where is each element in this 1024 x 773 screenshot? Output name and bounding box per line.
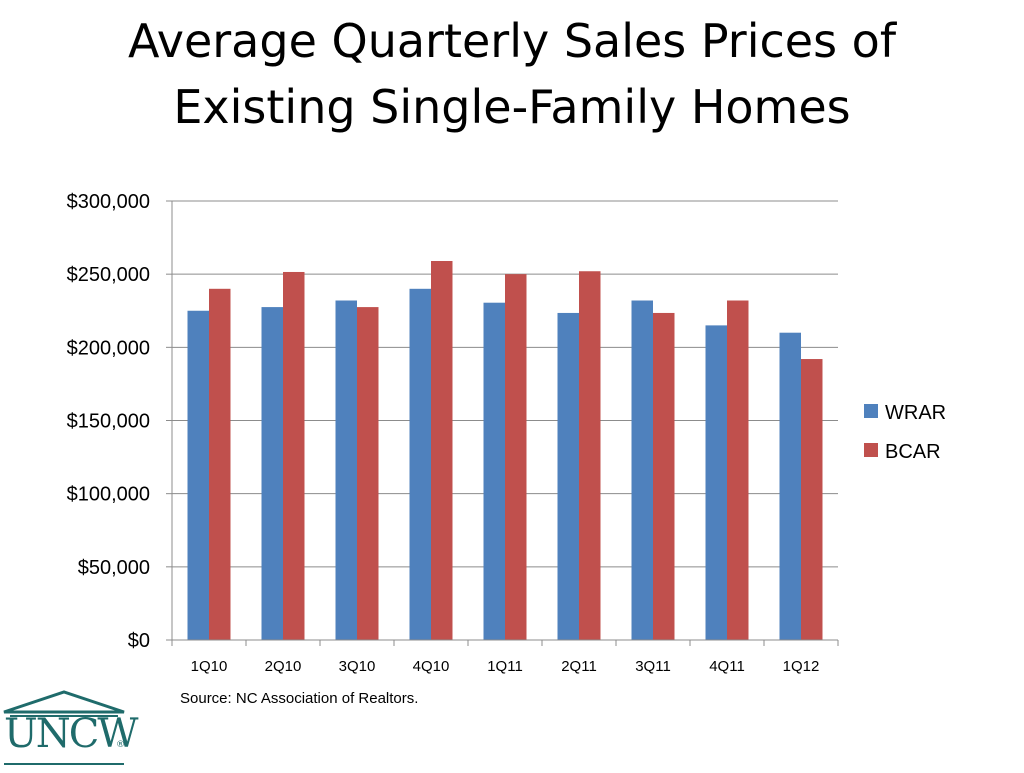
bar-wrar-2q10 bbox=[261, 307, 283, 640]
title-line-2: Existing Single-Family Homes bbox=[173, 80, 851, 134]
bar-bcar-1q11 bbox=[505, 274, 527, 640]
x-tick-label: 1Q10 bbox=[191, 658, 228, 675]
legend-swatch-wrar bbox=[864, 404, 878, 418]
bar-wrar-4q11 bbox=[705, 325, 727, 640]
title-line-1: Average Quarterly Sales Prices of bbox=[127, 14, 897, 68]
building-roof-icon bbox=[3, 690, 125, 765]
y-tick-label: $50,000 bbox=[78, 557, 150, 579]
bar-bcar-3q11 bbox=[653, 312, 675, 640]
y-tick-label: $100,000 bbox=[67, 484, 150, 506]
bar-wrar-4q10 bbox=[409, 288, 431, 640]
bar-wrar-3q11 bbox=[631, 300, 653, 640]
registered-mark: ® bbox=[116, 740, 125, 750]
bar-bcar-3q10 bbox=[357, 307, 379, 640]
slide-title: Average Quarterly Sales Prices of Existi… bbox=[60, 8, 964, 140]
y-tick-label: $0 bbox=[128, 630, 150, 652]
legend: WRAR BCAR bbox=[864, 402, 946, 463]
x-tick-label: 1Q12 bbox=[783, 658, 820, 675]
bar-bcar-1q12 bbox=[801, 359, 823, 640]
legend-label-bcar: BCAR bbox=[885, 441, 941, 463]
axes bbox=[166, 200, 839, 646]
x-tick-label: 4Q11 bbox=[709, 658, 745, 675]
source-note: Source: NC Association of Realtors. bbox=[180, 690, 419, 707]
bar-bcar-2q10 bbox=[283, 271, 305, 640]
bar-wrar-1q11 bbox=[483, 302, 505, 640]
y-tick-label: $250,000 bbox=[67, 264, 150, 286]
bars bbox=[187, 260, 823, 640]
bar-wrar-2q11 bbox=[557, 312, 579, 640]
bar-wrar-3q10 bbox=[335, 300, 357, 640]
bar-bcar-4q11 bbox=[727, 300, 749, 640]
x-tick-label: 2Q10 bbox=[265, 658, 302, 675]
x-tick-label: 3Q11 bbox=[635, 658, 671, 675]
x-tick-label: 1Q11 bbox=[487, 658, 523, 675]
y-tick-label: $300,000 bbox=[67, 191, 150, 213]
bar-bcar-1q10 bbox=[209, 288, 231, 640]
x-tick-label: 4Q10 bbox=[413, 658, 450, 675]
tick-labels: $0 $50,000 $100,000 $150,000 $200,000 $250,00… bbox=[67, 191, 820, 675]
bar-wrar-1q10 bbox=[187, 310, 209, 640]
y-tick-label: $200,000 bbox=[67, 337, 150, 359]
legend-label-wrar: WRAR bbox=[885, 402, 946, 424]
uncw-logo: UNCW ® bbox=[0, 688, 138, 768]
bar-bcar-2q11 bbox=[579, 271, 601, 640]
y-tick-label: $150,000 bbox=[67, 411, 150, 433]
legend-swatch-bcar bbox=[864, 443, 878, 457]
x-tick-label: 2Q11 bbox=[561, 658, 597, 675]
logo-wordmark: UNCW bbox=[4, 711, 138, 757]
bar-bcar-4q10 bbox=[431, 260, 453, 640]
bar-wrar-1q12 bbox=[779, 332, 801, 640]
x-tick-label: 3Q10 bbox=[339, 658, 376, 675]
